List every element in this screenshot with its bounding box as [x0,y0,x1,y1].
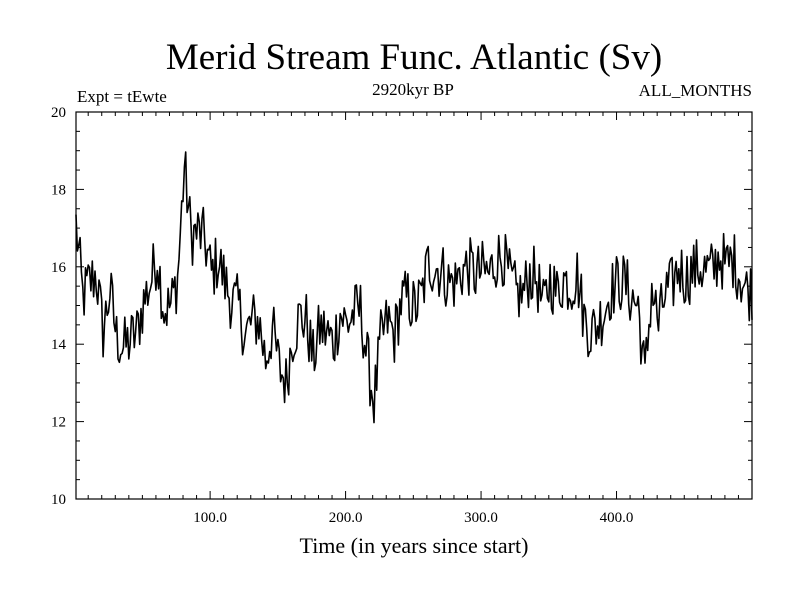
data-series [75,151,753,424]
y-tick-label: 10 [51,492,66,508]
y-tick-label: 16 [51,260,67,276]
chart-subtitle-right: ALL_MONTHS [639,81,752,100]
y-tick-label: 12 [51,415,66,431]
x-tick-label: 300.0 [464,510,498,526]
y-tick-label: 14 [51,337,67,353]
axis-tick-labels: 100.0 200.0 300.0 400.0 10 12 14 16 18 20 [51,105,633,526]
series-line [75,151,753,424]
x-axis-label: Time (in years since start) [300,533,529,558]
chart-subtitle-center: 2920kyr BP [372,80,454,99]
plot-frame [75,111,753,500]
chart-subtitle-left: Expt = tEwte [77,87,167,106]
x-tick-label: 400.0 [600,510,634,526]
chart-title: Merid Stream Func. Atlantic (Sv) [166,37,662,78]
y-tick-label: 18 [51,182,66,198]
x-tick-label: 100.0 [193,510,227,526]
y-tick-label: 20 [51,105,66,121]
x-tick-label: 200.0 [329,510,363,526]
